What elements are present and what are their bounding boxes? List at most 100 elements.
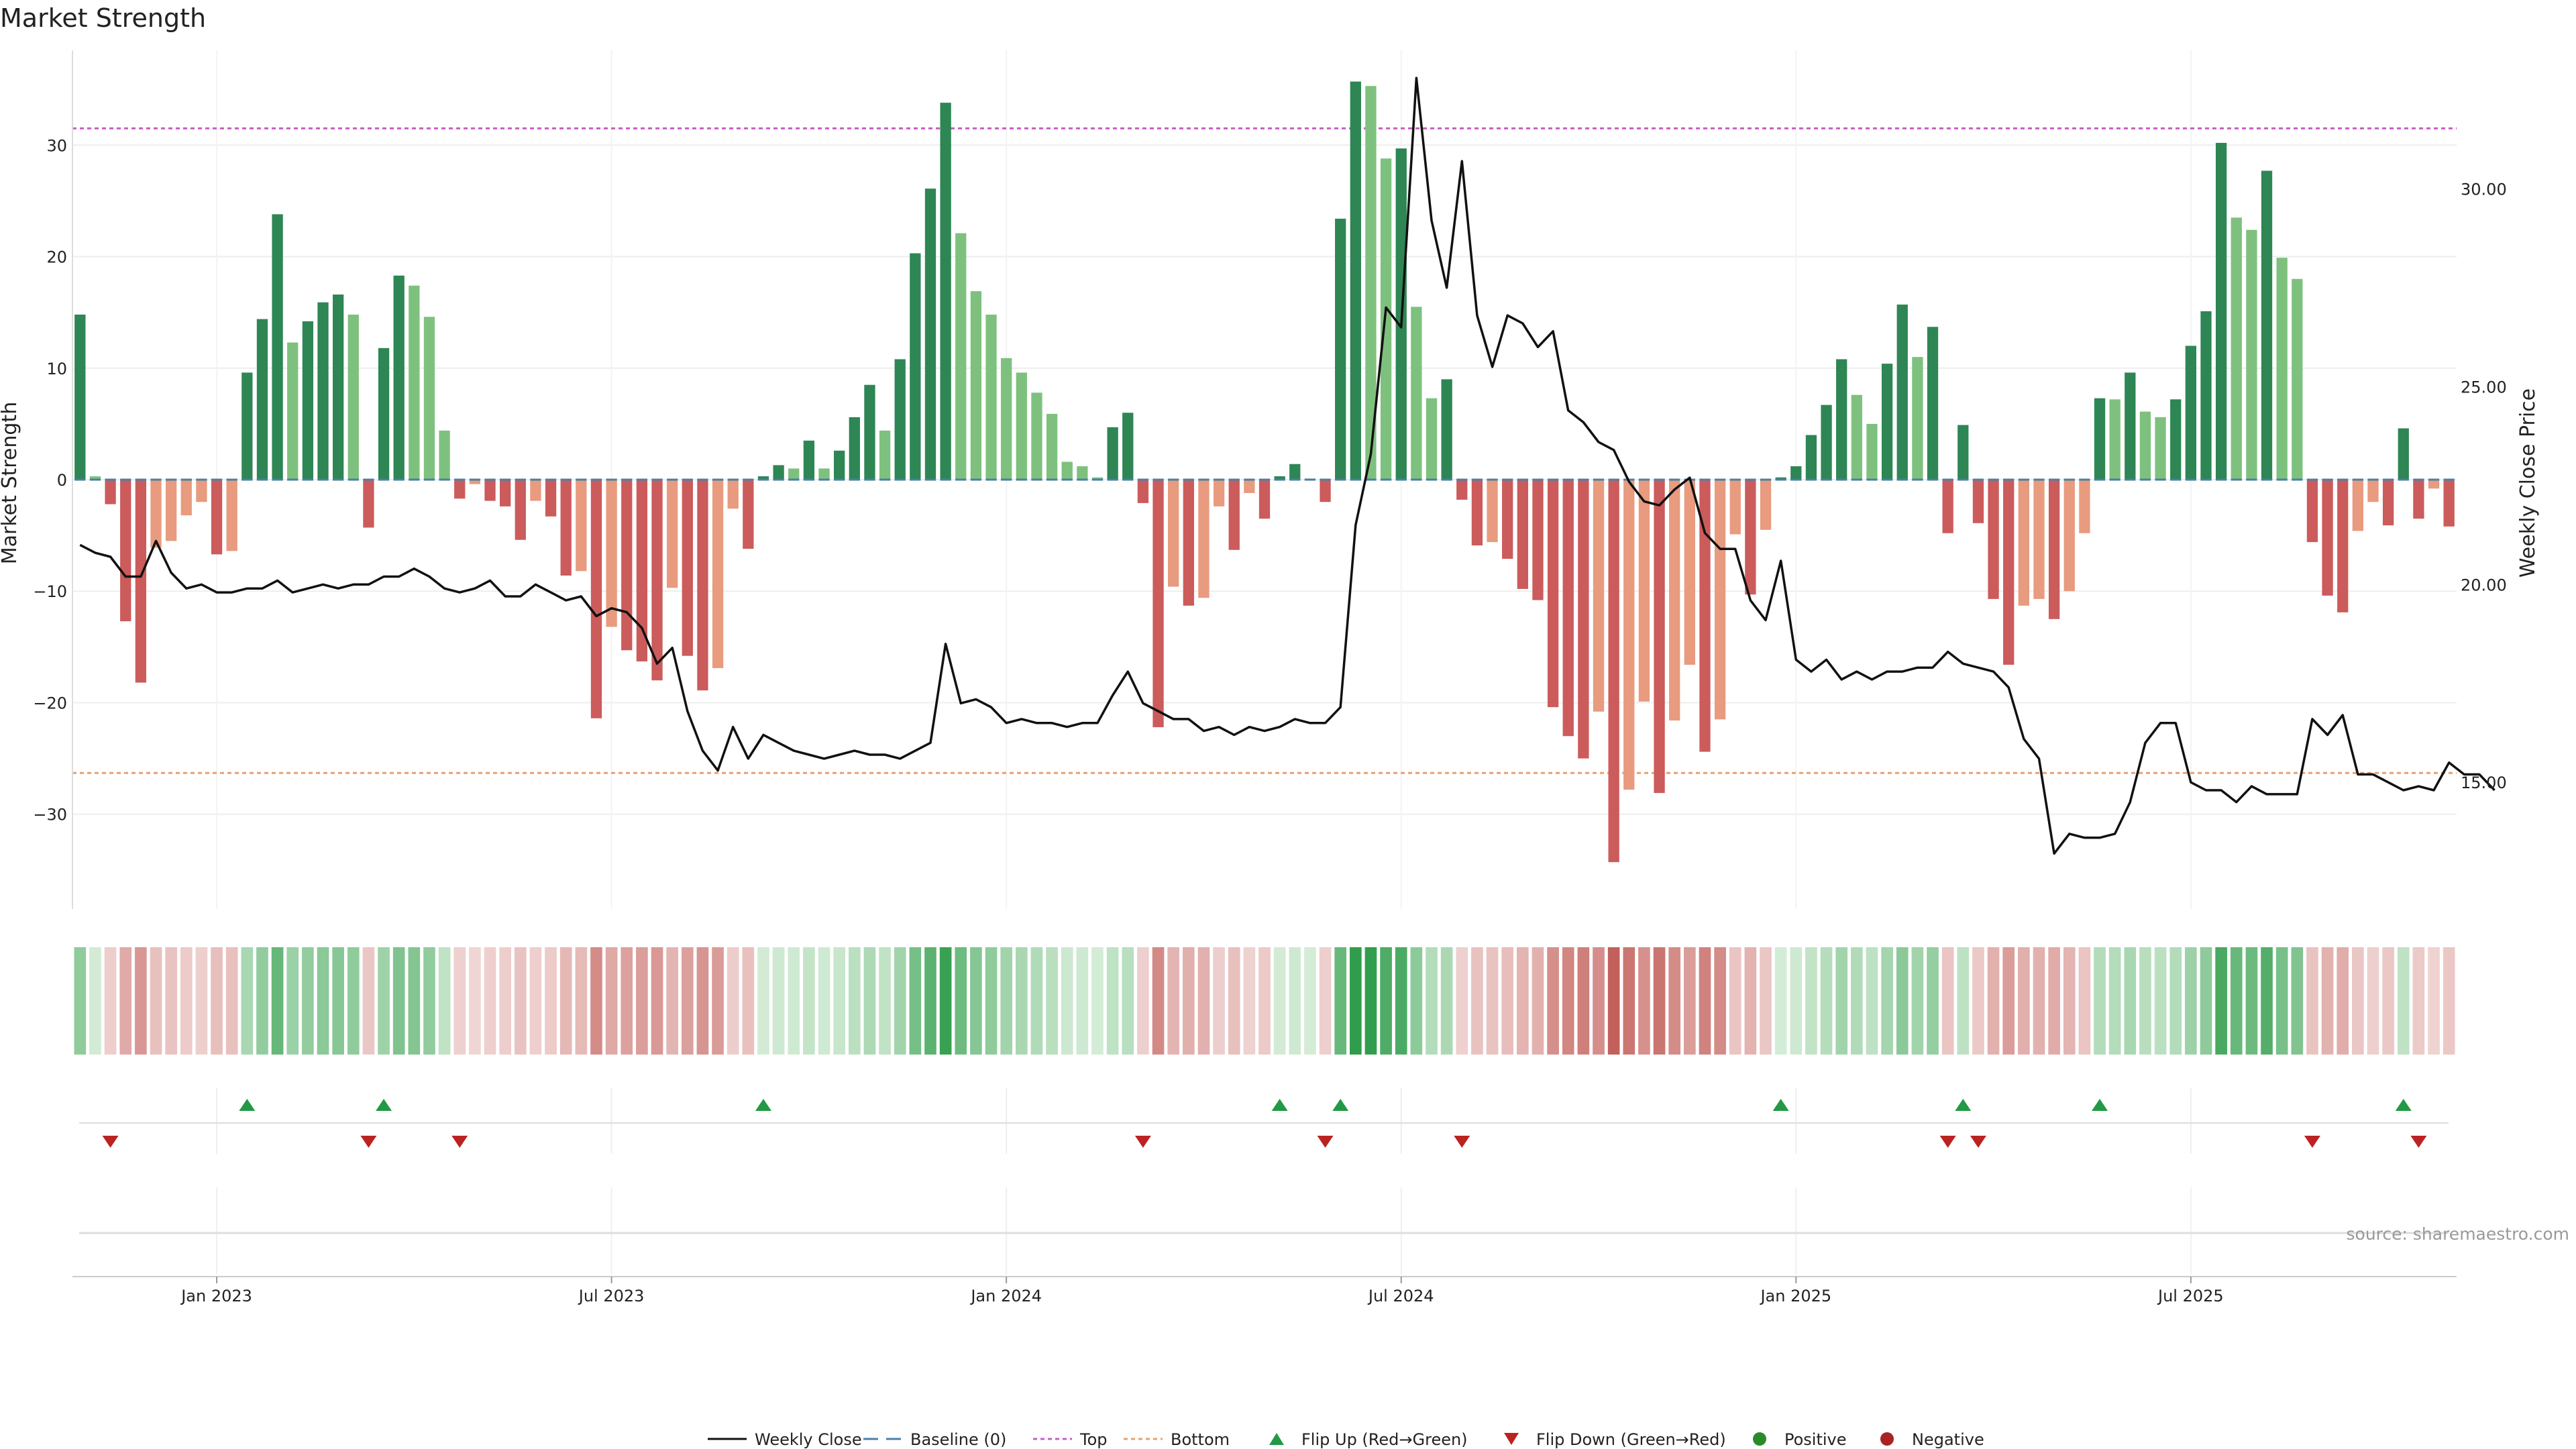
- strength-bar: [1244, 480, 1255, 493]
- strength-bar: [2048, 480, 2060, 619]
- strength-bar: [1365, 86, 1377, 480]
- legend-label: Positive: [1784, 1430, 1847, 1449]
- heat-cell: [1623, 947, 1635, 1055]
- strength-bar: [894, 359, 906, 480]
- legend-label: Flip Up (Red→Green): [1301, 1430, 1468, 1449]
- heat-cell: [2200, 947, 2212, 1055]
- strength-bar: [2125, 372, 2136, 480]
- strength-bar: [2109, 399, 2121, 480]
- strength-bar: [2185, 345, 2197, 480]
- heat-cell: [469, 947, 481, 1055]
- heat-cell: [1273, 947, 1286, 1055]
- strength-bar: [834, 450, 845, 480]
- strength-bar: [1471, 480, 1483, 546]
- strength-bar: [165, 480, 177, 541]
- strength-bar: [2155, 417, 2166, 480]
- heat-cell: [2321, 947, 2334, 1055]
- heat-cell: [2230, 947, 2243, 1055]
- strength-bar: [120, 480, 131, 622]
- flip-up-marker: [755, 1099, 771, 1111]
- heat-cell: [1167, 947, 1180, 1055]
- heat-cell: [1000, 947, 1013, 1055]
- heat-cell: [1866, 947, 1878, 1055]
- strength-bar: [1805, 435, 1817, 480]
- flip-down-marker: [451, 1136, 468, 1148]
- heat-cell: [2063, 947, 2076, 1055]
- strength-bar: [180, 480, 192, 516]
- heat-cell: [712, 947, 724, 1055]
- strength-bar: [2382, 480, 2394, 526]
- legend-label: Weekly Close: [755, 1430, 862, 1449]
- heat-cell: [1638, 947, 1650, 1055]
- strength-bar: [515, 480, 526, 540]
- strength-bar: [1608, 480, 1619, 863]
- heat-cell: [1987, 947, 2000, 1055]
- x-tick-label: Jul 2023: [578, 1287, 645, 1305]
- heat-cell: [2306, 947, 2318, 1055]
- flip-down-marker: [1970, 1136, 1986, 1148]
- strength-bar: [1972, 480, 1984, 523]
- flip-down-marker: [1454, 1136, 1470, 1148]
- strength-bar: [1654, 480, 1665, 794]
- strength-bar: [1775, 477, 1786, 480]
- legend-swatch-dot: [1753, 1432, 1766, 1446]
- strength-bar: [2215, 142, 2227, 480]
- strength-bar: [970, 291, 982, 480]
- strength-bar: [773, 465, 784, 480]
- strength-bar: [1729, 480, 1741, 535]
- strength-bar: [545, 480, 557, 517]
- legend-label: Baseline (0): [910, 1430, 1006, 1449]
- heat-cell: [2291, 947, 2304, 1055]
- strength-bar: [135, 480, 147, 683]
- heat-cell: [195, 947, 208, 1055]
- strength-bar: [1077, 466, 1088, 480]
- flip-up-marker: [376, 1099, 392, 1111]
- heat-cell: [2002, 947, 2015, 1055]
- strength-bar: [788, 468, 800, 480]
- heat-cell: [1699, 947, 1711, 1055]
- strength-bar: [803, 440, 815, 480]
- heat-cell: [1197, 947, 1210, 1055]
- strength-bar: [576, 480, 587, 572]
- heat-cell: [1349, 947, 1362, 1055]
- strength-bar: [1881, 364, 1893, 480]
- strength-bar: [1198, 480, 1210, 598]
- heat-cell: [89, 947, 101, 1055]
- flip-up-marker: [1271, 1099, 1288, 1111]
- strength-bar: [241, 372, 253, 480]
- heat-cell: [605, 947, 618, 1055]
- strength-bar: [2292, 278, 2303, 480]
- heat-cell: [1729, 947, 1741, 1055]
- strength-bar: [910, 253, 921, 480]
- heat-cell: [2382, 947, 2394, 1055]
- strength-bar: [1289, 464, 1301, 480]
- strength-bar: [469, 480, 481, 484]
- heat-cell: [2352, 947, 2364, 1055]
- heat-cell: [453, 947, 466, 1055]
- heat-cell: [2154, 947, 2167, 1055]
- strength-bar: [2033, 480, 2045, 599]
- heat-cell: [559, 947, 572, 1055]
- heat-cell: [484, 947, 496, 1055]
- heat-cell: [1607, 947, 1620, 1055]
- legend-swatch-flip-up: [1269, 1433, 1284, 1445]
- heat-cell: [1501, 947, 1514, 1055]
- heat-cell: [1941, 947, 1954, 1055]
- weekly-close-series: [79, 76, 2496, 855]
- strength-bar: [2246, 229, 2257, 480]
- strength-bar: [697, 480, 708, 691]
- heat-cell: [529, 947, 542, 1055]
- heat-cell: [727, 947, 739, 1055]
- strength-bar: [1684, 480, 1695, 665]
- heat-cell: [225, 947, 238, 1055]
- legend-swatch-dot: [1880, 1432, 1894, 1446]
- heat-cell: [939, 947, 952, 1055]
- strength-bar: [2306, 480, 2318, 543]
- heat-cell: [681, 947, 694, 1055]
- heat-cell: [2094, 947, 2106, 1055]
- heat-cell: [1653, 947, 1666, 1055]
- heat-cell: [408, 947, 421, 1055]
- heat-cell: [1820, 947, 1833, 1055]
- strength-bar: [272, 214, 283, 480]
- strength-bar: [439, 430, 450, 480]
